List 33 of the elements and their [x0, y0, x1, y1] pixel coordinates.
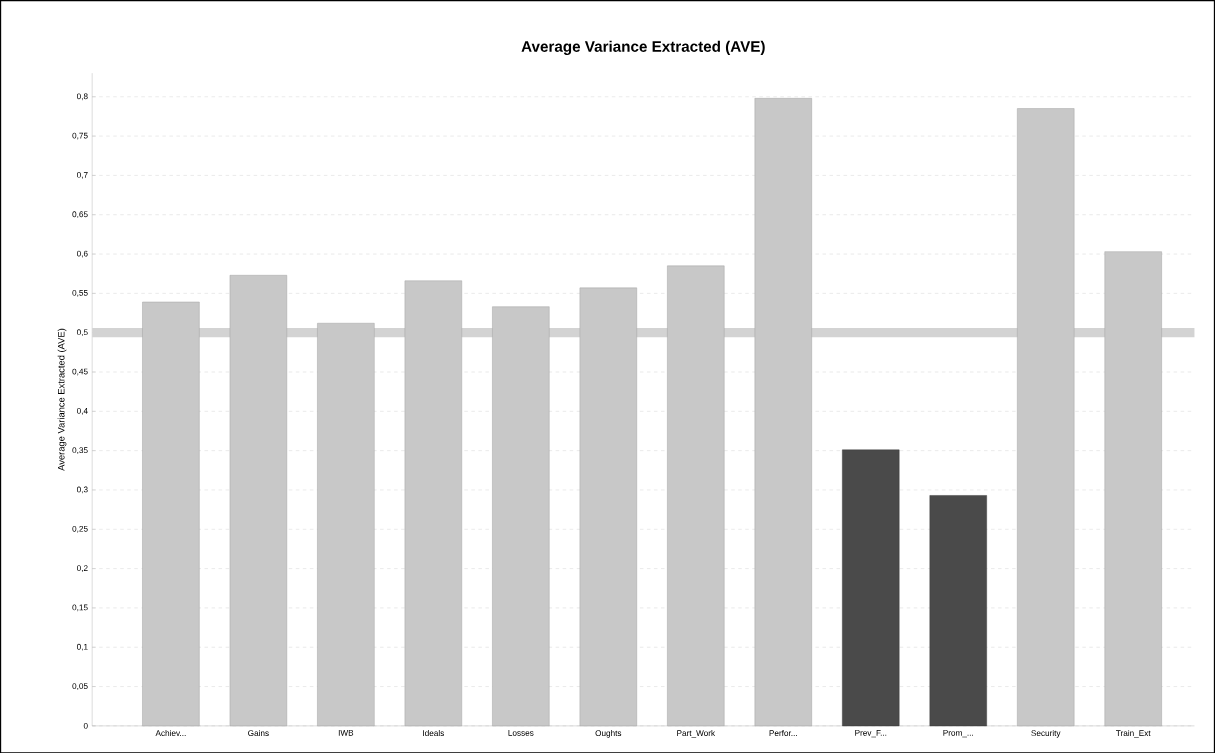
y-tick-label: 0,6	[76, 250, 88, 258]
x-tick-label: Perfor...	[769, 729, 797, 736]
y-tick-label: 0,75	[72, 132, 88, 140]
y-tick-label: 0,45	[72, 368, 88, 376]
y-tick-label: 0,35	[72, 447, 88, 454]
x-tick-label: Prom_...	[943, 729, 973, 738]
y-tick-label: 0,1	[76, 643, 88, 651]
bar	[929, 495, 987, 726]
x-tick-label: Gains	[248, 729, 269, 736]
y-tick-label: 0	[83, 722, 88, 729]
y-axis-title: Average Variance Extracted (AVE)	[57, 328, 67, 471]
y-tick-label: 0,55	[72, 289, 88, 297]
x-tick-label: Oughts	[595, 729, 622, 738]
y-tick-label: 0,2	[76, 565, 88, 572]
chart-title: Average Variance Extracted (AVE)	[521, 40, 765, 55]
x-tick-label: Ideals	[423, 729, 444, 736]
x-tick-label: Losses	[508, 729, 534, 736]
y-tick-label: 0,65	[72, 211, 88, 218]
x-tick-label: Prev_F...	[855, 729, 887, 738]
bar	[842, 449, 900, 726]
y-tick-label: 0,15	[72, 604, 88, 612]
y-tick-label: 0,8	[76, 93, 88, 100]
x-tick-label: IWB	[338, 729, 354, 736]
x-tick-label: Achiev...	[155, 729, 186, 736]
x-tick-label: Train_Ext	[1116, 729, 1151, 738]
y-tick-label: 0,25	[72, 525, 88, 533]
x-tick-label: Security	[1031, 729, 1061, 738]
y-tick-label: 0,7	[76, 171, 88, 179]
x-tick-label: Part_Work	[677, 729, 716, 738]
y-tick-label: 0,05	[72, 682, 88, 690]
y-tick-label: 0,3	[76, 486, 88, 494]
y-tick-label: 0,5	[76, 329, 88, 336]
y-tick-label: 0,4	[76, 407, 88, 415]
